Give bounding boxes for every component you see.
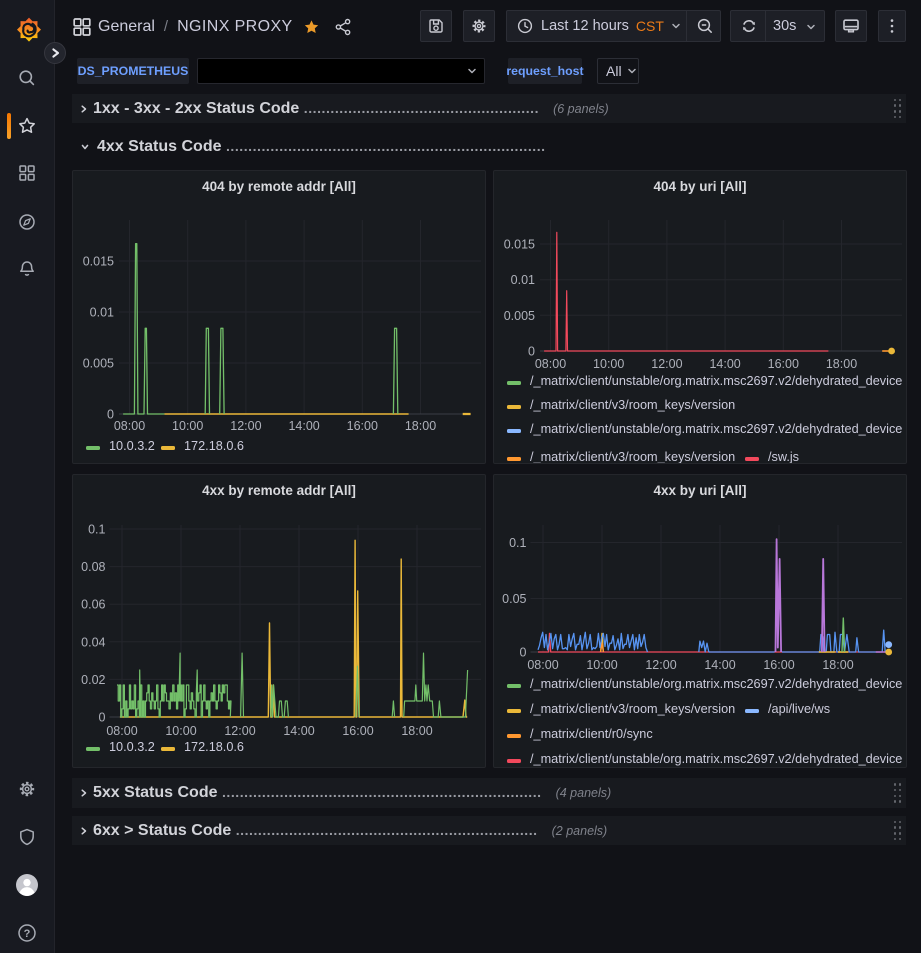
svg-text:0.1: 0.1 [509, 536, 526, 550]
svg-text:10:00: 10:00 [172, 419, 203, 433]
svg-text:18:00: 18:00 [401, 724, 432, 738]
svg-text:0: 0 [528, 345, 535, 359]
svg-text:14:00: 14:00 [283, 724, 314, 738]
svg-text:18:00: 18:00 [405, 419, 436, 433]
svg-text:16:00: 16:00 [763, 658, 794, 672]
svg-text:08:00: 08:00 [535, 357, 566, 371]
svg-text:0: 0 [107, 408, 114, 422]
svg-text:0.015: 0.015 [83, 255, 114, 269]
svg-text:16:00: 16:00 [768, 357, 799, 371]
svg-text:10:00: 10:00 [586, 658, 617, 672]
svg-text:?: ? [24, 928, 31, 940]
svg-text:12:00: 12:00 [230, 419, 261, 433]
svg-text:14:00: 14:00 [709, 357, 740, 371]
svg-text:0.005: 0.005 [83, 357, 114, 371]
svg-text:08:00: 08:00 [106, 724, 137, 738]
svg-text:0.015: 0.015 [504, 238, 535, 252]
svg-text:0.01: 0.01 [90, 306, 114, 320]
svg-text:08:00: 08:00 [114, 419, 145, 433]
svg-text:12:00: 12:00 [224, 724, 255, 738]
svg-text:0.04: 0.04 [81, 635, 105, 649]
svg-text:18:00: 18:00 [822, 658, 853, 672]
svg-text:0.06: 0.06 [81, 598, 105, 612]
svg-text:0.05: 0.05 [502, 592, 526, 606]
svg-text:0.02: 0.02 [81, 673, 105, 687]
svg-text:08:00: 08:00 [527, 658, 558, 672]
svg-text:16:00: 16:00 [347, 419, 378, 433]
svg-text:0.08: 0.08 [81, 560, 105, 574]
svg-text:0: 0 [520, 646, 527, 660]
svg-text:10:00: 10:00 [593, 357, 624, 371]
svg-text:14:00: 14:00 [288, 419, 319, 433]
svg-text:0.01: 0.01 [511, 273, 535, 287]
svg-text:10:00: 10:00 [165, 724, 196, 738]
svg-text:12:00: 12:00 [645, 658, 676, 672]
svg-text:14:00: 14:00 [704, 658, 735, 672]
svg-text:18:00: 18:00 [826, 357, 857, 371]
svg-text:12:00: 12:00 [651, 357, 682, 371]
svg-text:16:00: 16:00 [342, 724, 373, 738]
svg-text:0: 0 [99, 711, 106, 725]
svg-text:0.1: 0.1 [88, 523, 105, 537]
svg-text:0.005: 0.005 [504, 309, 535, 323]
